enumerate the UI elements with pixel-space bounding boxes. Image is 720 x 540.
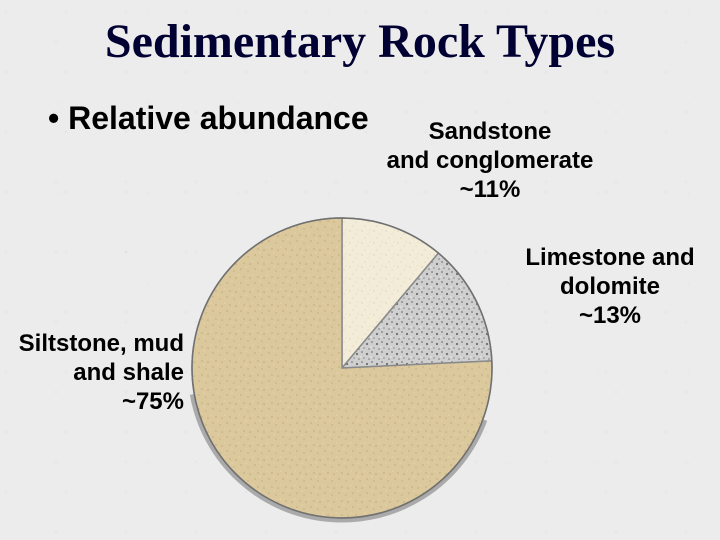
label-line: Siltstone, mud	[12, 330, 184, 359]
label-line: and shale	[12, 359, 184, 388]
label-line: ~11%	[380, 176, 600, 205]
label-line: ~13%	[510, 302, 710, 331]
label-line: Sandstone	[380, 118, 600, 147]
label-line: Limestone and	[510, 244, 710, 273]
label-sandstone: Sandstoneand conglomerate~11%	[380, 118, 600, 204]
label-line: dolomite	[510, 273, 710, 302]
label-siltstone: Siltstone, mudand shale~75%	[12, 330, 184, 416]
label-line: ~75%	[12, 388, 184, 417]
slide: Sedimentary Rock Types • Relative abunda…	[0, 0, 720, 540]
label-line: and conglomerate	[380, 147, 600, 176]
label-limestone: Limestone anddolomite~13%	[510, 244, 710, 330]
